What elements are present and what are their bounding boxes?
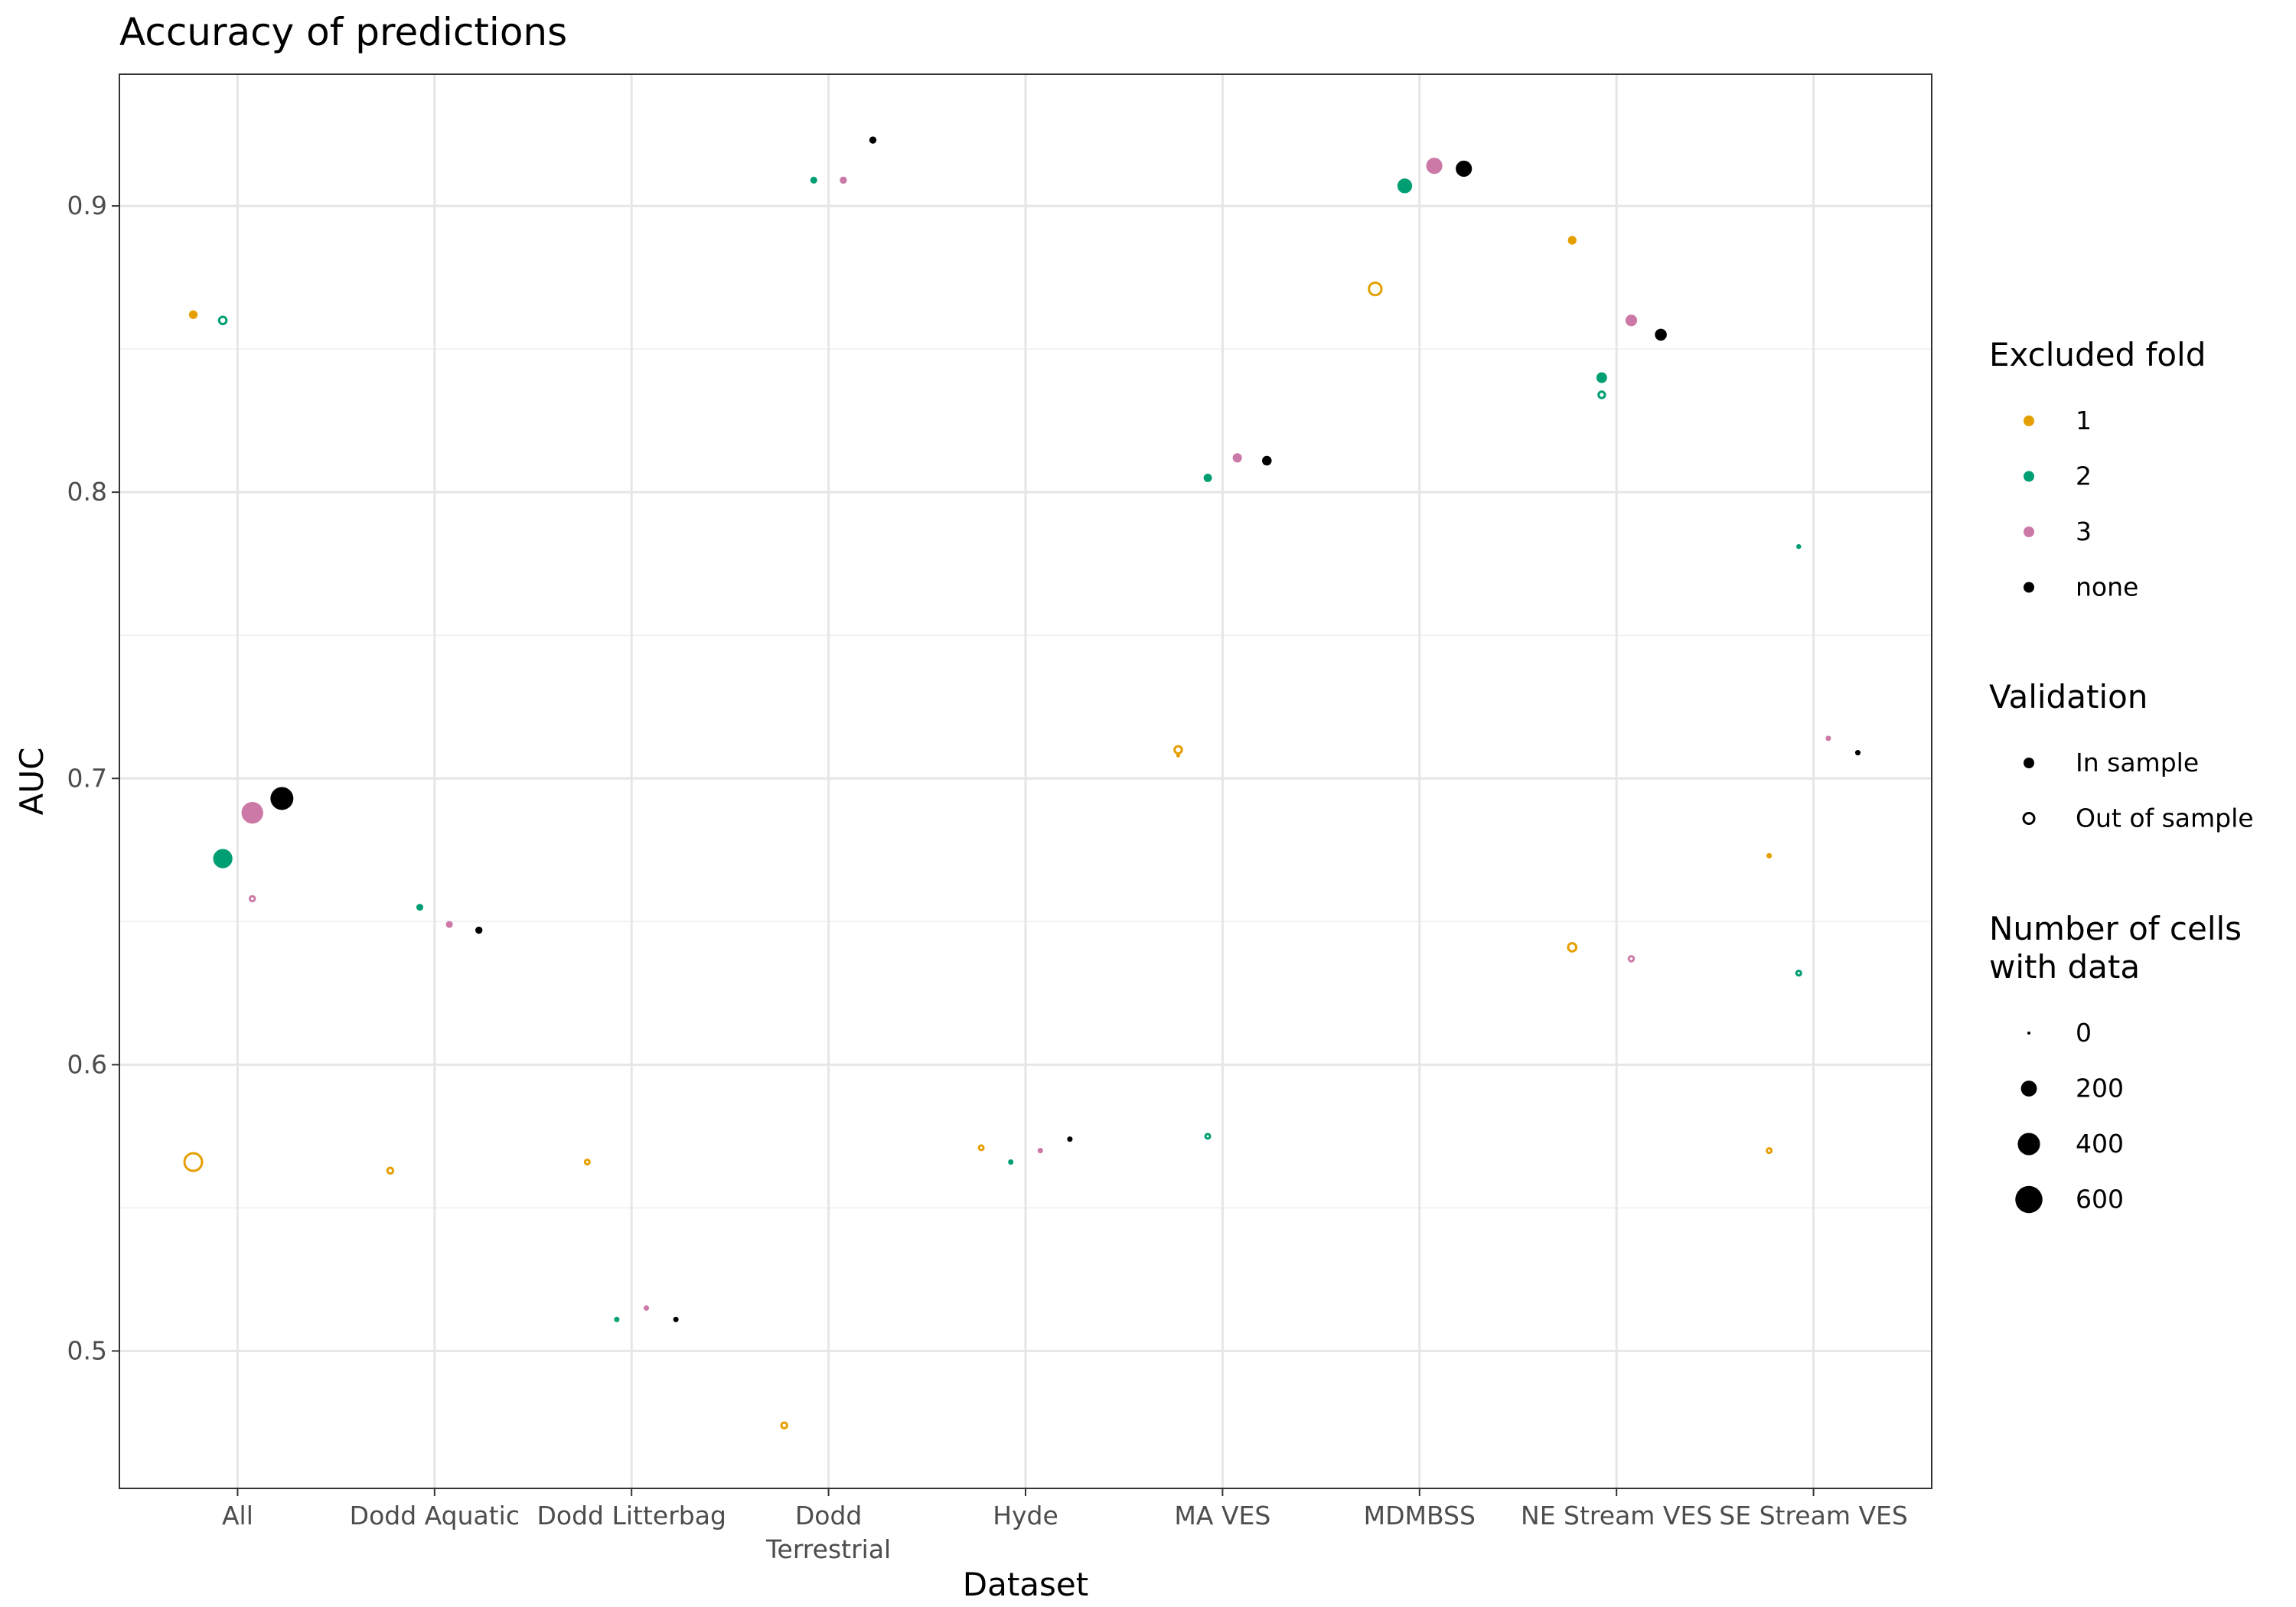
- legend-excluded-fold: Excluded fold 1 2 3 none: [1989, 336, 2206, 602]
- plot-panel: [119, 73, 1932, 1489]
- data-point-32: [1456, 160, 1473, 178]
- data-point-6: [270, 787, 294, 810]
- data-point-0: [188, 310, 198, 319]
- data-point-16: [810, 176, 817, 184]
- x-tick-label-2: Dodd Litterbag: [537, 1501, 726, 1530]
- data-point-45: [1854, 750, 1861, 756]
- y-axis: 0.5 0.6 0.7 0.8 0.9: [67, 191, 119, 1365]
- legend-validation-label-1: Out of sample: [2076, 804, 2254, 833]
- legend-fold-label-2: 3: [2076, 517, 2092, 546]
- data-point-28: [1262, 455, 1272, 466]
- y-tick-label-2: 0.7: [67, 763, 107, 793]
- grid-major: [119, 74, 1932, 1488]
- legend-fold-key-2: [2024, 526, 2034, 537]
- legend-validation-title: Validation: [1989, 678, 2148, 715]
- data-point-31: [1426, 158, 1443, 174]
- legend-fold-key-0: [2024, 416, 2034, 426]
- data-point-10: [475, 926, 483, 934]
- legend-validation-key-0: [2024, 758, 2034, 768]
- data-point-35: [1596, 372, 1607, 383]
- legend-size-title-line-2: with data: [1989, 948, 2140, 986]
- x-tick-label-3-1: Terrestrial: [765, 1534, 891, 1564]
- data-point-22: [1067, 1136, 1073, 1143]
- x-tick-label-6: MDMBSS: [1364, 1501, 1476, 1530]
- x-tick-label-1: Dodd Aquatic: [350, 1501, 520, 1530]
- legend-size-label-2: 400: [2076, 1129, 2124, 1159]
- data-point-38: [1627, 955, 1636, 963]
- legend-size: Number of cells with data 0 200 400 600: [1989, 910, 2242, 1214]
- x-axis-title: Dataset: [963, 1566, 1088, 1603]
- data-point-11: [583, 1159, 591, 1166]
- legend-fold-label-1: 2: [2076, 461, 2092, 491]
- legend-size-key-1: [2020, 1081, 2037, 1097]
- y-tick-label-4: 0.9: [67, 191, 107, 220]
- x-tick-label-3-0: Dodd: [795, 1501, 863, 1530]
- data-point-26: [1204, 1133, 1212, 1140]
- legend: Excluded fold 1 2 3 none Validation In samp…: [1989, 336, 2254, 1214]
- data-point-43: [1795, 970, 1802, 977]
- data-point-12: [614, 1316, 620, 1322]
- data-point-9: [445, 921, 453, 928]
- data-point-18: [869, 136, 877, 144]
- data-point-15: [780, 1421, 788, 1429]
- legend-validation-key-1: [2022, 812, 2036, 825]
- legend-size-key-2: [2017, 1133, 2040, 1156]
- data-point-1: [217, 315, 228, 325]
- data-point-40: [1766, 852, 1773, 859]
- legend-size-label-1: 200: [2076, 1074, 2124, 1103]
- legend-fold-title: Excluded fold: [1989, 336, 2206, 373]
- data-point-24: [1176, 753, 1180, 758]
- data-point-37: [1625, 315, 1638, 327]
- chart-title: Accuracy of predictions: [119, 10, 567, 54]
- y-axis-title: AUC: [13, 748, 51, 816]
- legend-fold-key-3: [2024, 582, 2034, 593]
- data-point-42: [1796, 543, 1802, 549]
- data-point-41: [1766, 1147, 1773, 1155]
- data-point-13: [643, 1305, 650, 1311]
- data-point-17: [840, 176, 847, 184]
- data-points: [183, 136, 1861, 1429]
- legend-fold-label-0: 1: [2076, 406, 2092, 435]
- x-tick-label-7: NE Stream VES: [1521, 1501, 1712, 1530]
- data-point-2: [183, 1152, 204, 1172]
- legend-validation: Validation In sample Out of sample: [1989, 678, 2254, 833]
- data-point-4: [241, 801, 263, 824]
- data-point-27: [1232, 453, 1242, 463]
- legend-size-label-3: 600: [2076, 1185, 2124, 1214]
- data-point-14: [673, 1316, 679, 1322]
- legend-validation-label-0: In sample: [2076, 748, 2199, 777]
- data-point-44: [1825, 735, 1831, 742]
- x-tick-label-0: All: [222, 1501, 253, 1530]
- legend-fold-label-3: none: [2076, 572, 2138, 602]
- data-point-29: [1368, 281, 1383, 297]
- y-tick-label-3: 0.8: [67, 477, 107, 507]
- data-point-30: [1397, 178, 1413, 194]
- legend-size-label-0: 0: [2076, 1018, 2092, 1048]
- data-point-25: [1203, 474, 1212, 482]
- x-tick-label-5: MA VES: [1174, 1501, 1270, 1530]
- y-tick-label-1: 0.6: [67, 1049, 107, 1079]
- legend-size-key-3: [2015, 1185, 2043, 1214]
- data-point-21: [1037, 1148, 1043, 1154]
- data-point-23: [1173, 745, 1183, 755]
- data-point-8: [416, 904, 424, 911]
- data-point-7: [386, 1166, 395, 1175]
- data-point-39: [1655, 328, 1667, 341]
- data-point-3: [213, 849, 233, 869]
- x-tick-label-4: Hyde: [993, 1501, 1058, 1530]
- data-point-19: [977, 1144, 985, 1152]
- legend-size-title-line-1: Number of cells: [1989, 910, 2242, 947]
- x-axis: All Dodd Aquatic Dodd Litterbag Dodd Terrest…: [222, 1488, 1908, 1564]
- legend-fold-key-1: [2024, 471, 2034, 482]
- legend-size-key-0: [2027, 1032, 2030, 1035]
- data-point-36: [1597, 390, 1606, 399]
- data-point-33: [1567, 236, 1577, 245]
- y-tick-label-0: 0.5: [67, 1335, 107, 1365]
- data-point-20: [1008, 1159, 1014, 1165]
- x-tick-label-8: SE Stream VES: [1719, 1501, 1908, 1530]
- data-point-5: [248, 895, 256, 903]
- data-point-34: [1567, 942, 1578, 953]
